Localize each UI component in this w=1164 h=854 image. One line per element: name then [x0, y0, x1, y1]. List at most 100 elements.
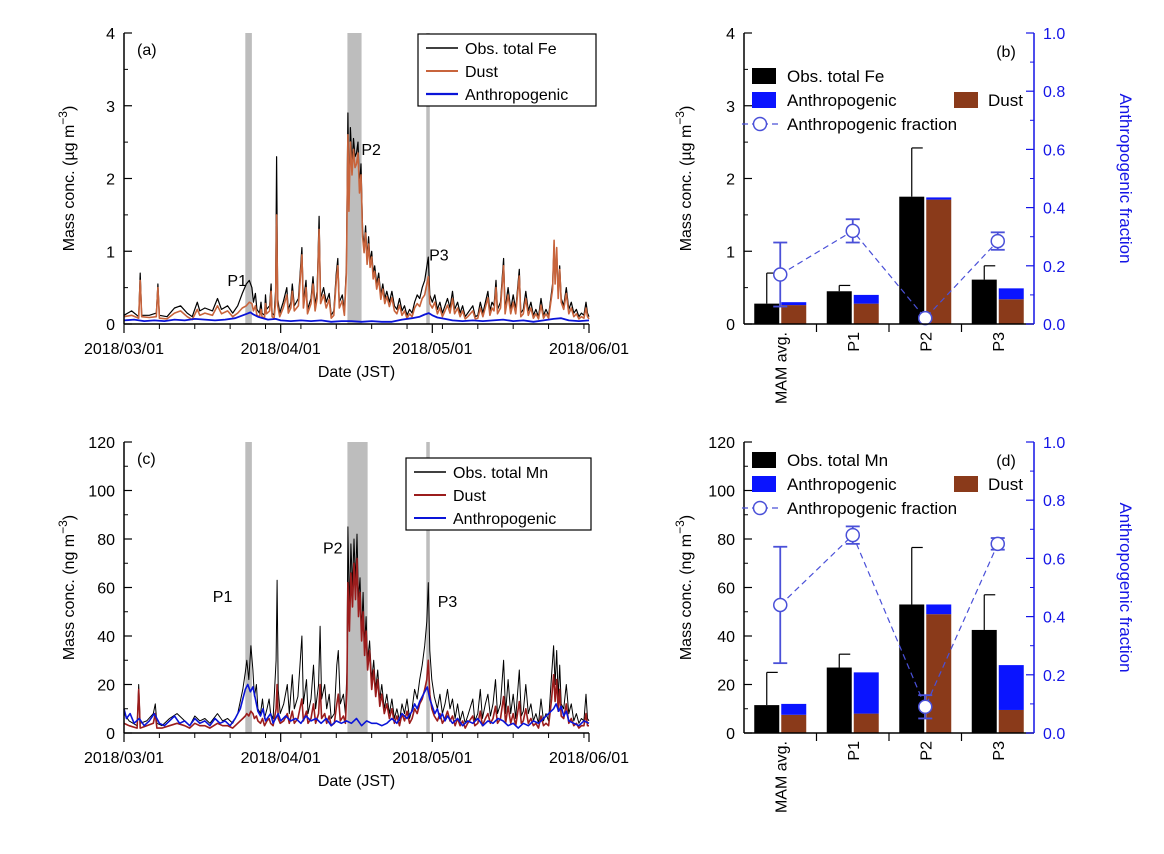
y-tick-label: 1 [726, 244, 735, 261]
legend-label-2: Dust [453, 488, 486, 505]
fraction-marker-4 [990, 536, 1005, 552]
y-axis-title-exponent: −3 [673, 520, 687, 534]
y-tick-label: 20 [97, 678, 115, 695]
bar-obs-1 [754, 705, 780, 733]
bar-dust-1 [781, 714, 807, 733]
bar-obs-3 [899, 604, 925, 733]
bar-obs-4 [971, 629, 997, 733]
y-axis-title-close: ) [61, 515, 78, 520]
legend-label-3: Anthropogenic [453, 511, 556, 528]
legend-label-fraction: Anthropogenic fraction [787, 499, 957, 518]
legend-label-1: Obs. total Fe [465, 41, 557, 58]
x-tick-label: 2018/06/01 [549, 341, 629, 358]
x-tick-label: 2018/04/01 [241, 341, 321, 358]
x-category-label-1: MAM avg. [773, 332, 790, 404]
legend-swatch-anthropogenic [752, 92, 776, 108]
y2-tick-label: 0.8 [1043, 84, 1065, 101]
y-axis-title-exponent: −3 [673, 111, 687, 125]
y-tick-label: 100 [88, 484, 115, 501]
y-tick-label: 120 [88, 435, 115, 452]
y2-tick-label: 1.0 [1043, 435, 1065, 452]
period-annotation-1: P1 [213, 589, 233, 606]
y-tick-label: 60 [717, 581, 735, 598]
x-category-label-3: P2 [918, 741, 935, 761]
fraction-line [779, 230, 999, 320]
x-category-label-2: P1 [846, 741, 863, 761]
y2-tick-label: 0.4 [1043, 610, 1065, 627]
y-tick-label: 3 [726, 99, 735, 116]
x-category-label-3: P2 [918, 332, 935, 352]
legend-swatch-obs [752, 68, 776, 84]
y-tick-label: 1 [106, 244, 115, 261]
shaded-period-1 [245, 33, 252, 324]
y-axis-title-close: ) [678, 515, 695, 520]
panel-c-timeseries-mn: 0 20 40 60 80 100 120 2018/03/01 2018/04/01 2018/… [56, 435, 629, 790]
y-axis-title-main: Mass conc. (ng m [61, 534, 78, 660]
legend-label-anthropogenic: Anthropogenic [787, 475, 897, 494]
fraction-line [779, 534, 999, 709]
panel-a-timeseries-fe: 0 1 2 3 4 2018/03/01 2018/04/01 2018/05/01 2018/… [56, 26, 629, 381]
y-axis-title: Mass conc. (µg m−3) [56, 106, 78, 252]
bar-anthropogenic-3 [926, 604, 952, 615]
y-tick-label: 100 [708, 484, 735, 501]
panel-b-bar-fe: 0 1 2 3 4 0.0 0.2 0.4 0.6 0.8 1.0 Anthropogenic fra… [673, 26, 1135, 404]
bar-anthropogenic-2 [853, 294, 879, 304]
bar-dust-3 [926, 199, 952, 324]
y-axis-title-close: ) [61, 106, 78, 111]
y2-tick-label: 0.0 [1043, 317, 1065, 334]
y-tick-label: 2 [106, 172, 115, 189]
y2-axis-title: Anthropogenic fraction [1116, 93, 1135, 263]
bar-dust-1 [781, 305, 807, 324]
series-line-dust [123, 557, 589, 729]
y2-tick-label: 0.2 [1043, 668, 1065, 685]
y-tick-label: 2 [726, 172, 735, 189]
x-category-label-2: P1 [846, 332, 863, 352]
fraction-marker-1 [773, 267, 788, 282]
panel-label: (d) [996, 453, 1016, 470]
y-axis-title-main: Mass conc. (ng m [678, 534, 695, 660]
bar-obs-4 [971, 279, 997, 324]
bar-obs-2 [826, 667, 852, 733]
bar-anthropogenic-4 [998, 288, 1024, 300]
panel-label: (a) [137, 42, 157, 59]
bar-dust-4 [998, 299, 1024, 324]
y2-axis-title: Anthropogenic fraction [1116, 502, 1135, 672]
series-line-anthropogenic [123, 683, 590, 729]
legend-swatch-dust [954, 92, 978, 108]
legend-swatch-anthropogenic [752, 476, 776, 492]
period-annotation-2: P2 [323, 541, 343, 558]
bar-anthropogenic-3 [926, 197, 952, 200]
panel-label: (c) [137, 451, 156, 468]
y-tick-label: 20 [717, 678, 735, 695]
bar-anthropogenic-4 [998, 665, 1024, 710]
bar-obs-2 [826, 291, 852, 324]
legend-label-obs: Obs. total Fe [787, 67, 884, 86]
fraction-marker-2 [845, 223, 860, 239]
fraction-marker-4 [990, 233, 1005, 249]
x-category-label-1: MAM avg. [773, 741, 790, 813]
fraction-marker-2 [845, 527, 860, 543]
x-tick-label: 2018/03/01 [84, 341, 164, 358]
legend-swatch-fraction-marker [752, 500, 768, 516]
bar-anthropogenic-2 [853, 672, 879, 714]
y-tick-label: 0 [726, 726, 735, 743]
period-annotation-2: P2 [361, 142, 381, 159]
y-tick-label: 3 [106, 99, 115, 116]
y2-tick-label: 0.2 [1043, 259, 1065, 276]
legend-label-3: Anthropogenic [465, 87, 568, 104]
legend-swatch-fraction-marker [752, 116, 768, 132]
bar-obs-1 [754, 303, 780, 324]
y-axis-title-exponent: −3 [56, 111, 70, 125]
shaded-period-2 [347, 33, 362, 324]
x-tick-label: 2018/03/01 [84, 750, 164, 767]
y2-tick-label: 0.0 [1043, 726, 1065, 743]
y-tick-label: 4 [106, 26, 115, 43]
y2-tick-label: 0.4 [1043, 201, 1065, 218]
legend-label-dust: Dust [988, 475, 1023, 494]
fraction-marker-3 [918, 310, 933, 326]
y-axis-title-main: Mass conc. (µg m [678, 125, 695, 252]
y-axis-title-exponent: −3 [56, 520, 70, 534]
panel-d-bar-mn: 0 20 40 60 80 100 120 0.0 0.2 0.4 0.6 0.8 1.0 Anthrop… [673, 435, 1135, 813]
y-tick-label: 0 [726, 317, 735, 334]
fraction-marker-3 [918, 699, 933, 715]
